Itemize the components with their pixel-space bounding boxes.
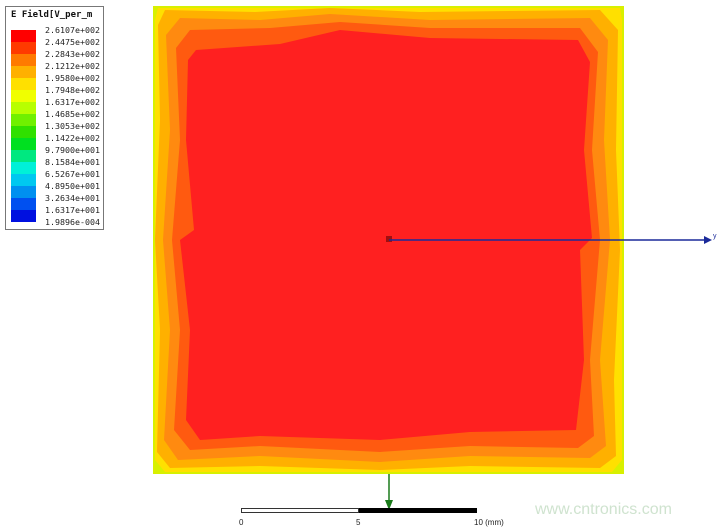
legend-title: E Field[V_per_m [11,10,93,20]
legend-value: 2.6107e+002 [45,25,100,35]
legend-value: 6.5267e+001 [45,169,100,179]
legend-value: 1.1422e+002 [45,133,100,143]
legend-swatch [11,90,36,102]
legend-value: 2.1212e+002 [45,61,100,71]
legend-swatch [11,198,36,210]
origin-marker [386,236,392,242]
legend-swatch [11,186,36,198]
legend-swatch [11,30,36,42]
legend-swatch [11,78,36,90]
legend-value: 3.2634e+001 [45,193,100,203]
legend-labels: 2.6107e+002 2.4475e+002 2.2843e+002 2.1212e… [45,24,100,228]
legend-swatch [11,114,36,126]
legend-value: 1.9580e+002 [45,73,100,83]
scale-tick-5: 5 [356,518,361,527]
legend-swatch [11,162,36,174]
legend-value: 4.8950e+001 [45,181,100,191]
field-red-region [180,30,592,440]
color-legend: E Field[V_per_m 2.6107e+002 2.4475e+002 2.… [5,6,104,230]
legend-swatch [11,54,36,66]
legend-swatch [11,102,36,114]
legend-value: 1.4685e+002 [45,109,100,119]
legend-value: 8.1584e+001 [45,157,100,167]
legend-value: 1.7948e+002 [45,85,100,95]
legend-swatch [11,138,36,150]
scale-tick-0: 0 [239,518,244,527]
scale-tick-10: 10 (mm) [474,518,504,527]
watermark: www.cntronics.com [535,501,672,518]
legend-swatch [11,126,36,138]
legend-value: 1.6317e+002 [45,97,100,107]
legend-swatch [11,150,36,162]
legend-swatch [11,42,36,54]
legend-value: 1.3053e+002 [45,121,100,131]
legend-value: 2.2843e+002 [45,49,100,59]
legend-value: 2.4475e+002 [45,37,100,47]
legend-color-bar [11,30,36,222]
legend-swatch [11,66,36,78]
legend-value: 9.7900e+001 [45,145,100,155]
legend-swatch [11,210,36,222]
scale-bar [241,508,477,514]
legend-swatch [11,174,36,186]
x-axis-arrow-icon [385,500,393,510]
y-axis-label: y [713,233,717,240]
legend-value: 1.9896e-004 [45,217,100,227]
y-axis-arrow-icon [704,236,712,244]
legend-value: 1.6317e+001 [45,205,100,215]
